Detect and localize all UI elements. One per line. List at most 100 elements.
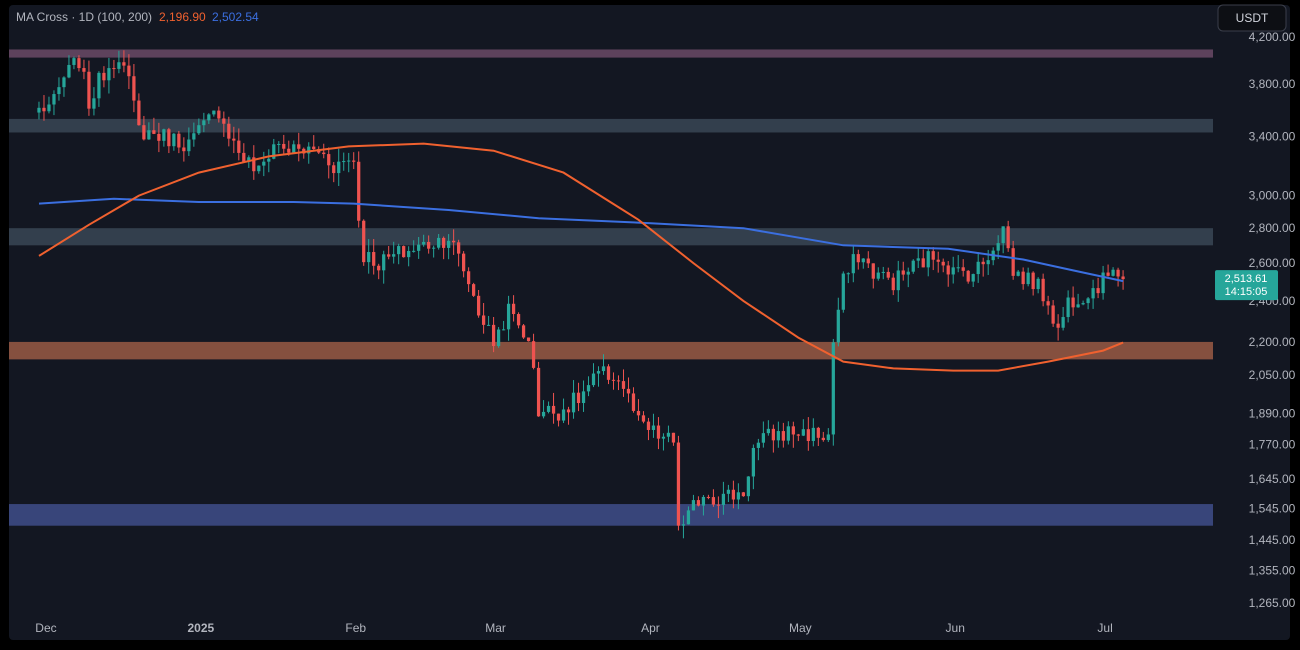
candle-body bbox=[112, 68, 116, 70]
candle-body bbox=[781, 431, 785, 441]
ma200-line bbox=[38, 197, 1124, 283]
y-tick-label: 2,800.00 bbox=[1249, 221, 1296, 235]
currency-button-box[interactable] bbox=[1217, 4, 1287, 32]
ma100-value: 2,196.90 bbox=[159, 10, 206, 24]
candle-body bbox=[1036, 278, 1040, 290]
candle-body bbox=[936, 259, 940, 262]
x-tick-label: Feb bbox=[345, 621, 366, 635]
candle-body bbox=[1086, 298, 1090, 304]
candle-body bbox=[856, 254, 860, 263]
candle-body bbox=[696, 500, 701, 506]
candle-body bbox=[706, 496, 711, 498]
candle-body bbox=[581, 391, 586, 404]
candles-layer bbox=[37, 50, 1125, 539]
candle-body bbox=[986, 260, 990, 265]
candle-body bbox=[377, 265, 381, 271]
candle-body bbox=[357, 161, 361, 221]
candle-body bbox=[821, 437, 825, 441]
candle-body bbox=[1106, 272, 1110, 276]
candle-body bbox=[511, 303, 516, 315]
candle-body bbox=[262, 161, 266, 166]
candle-body bbox=[701, 496, 706, 506]
candle-body bbox=[297, 144, 301, 149]
candle-body bbox=[806, 429, 810, 441]
ma100-line bbox=[38, 142, 1124, 372]
candle-body bbox=[996, 243, 1000, 251]
candle-body bbox=[891, 277, 895, 291]
y-tick-label: 3,400.00 bbox=[1249, 130, 1296, 144]
candle-body bbox=[886, 271, 890, 278]
zone-band-0 bbox=[9, 49, 1213, 58]
candle-body bbox=[62, 77, 66, 88]
candle-body bbox=[452, 240, 456, 243]
y-tick-label: 1,265.00 bbox=[1249, 596, 1296, 610]
candle-body bbox=[252, 157, 256, 172]
candle-body bbox=[287, 148, 291, 153]
candle-body bbox=[471, 284, 476, 296]
y-tick-label: 2,200.00 bbox=[1249, 335, 1296, 349]
candle-body bbox=[417, 244, 421, 251]
candle-body bbox=[966, 270, 970, 282]
candle-body bbox=[486, 324, 491, 326]
candle-body bbox=[531, 341, 536, 368]
candle-body bbox=[362, 220, 366, 263]
candle-body bbox=[676, 442, 681, 526]
candle-body bbox=[97, 72, 101, 99]
candle-body bbox=[746, 476, 751, 497]
candle-body bbox=[641, 415, 646, 422]
zone-band-4 bbox=[9, 504, 1213, 526]
candle-body bbox=[137, 100, 141, 126]
candle-body bbox=[342, 161, 346, 163]
candle-body bbox=[47, 104, 51, 112]
candle-body bbox=[761, 433, 765, 443]
candle-body bbox=[1021, 271, 1025, 285]
candle-body bbox=[956, 267, 960, 269]
candle-body bbox=[976, 261, 980, 275]
candle-body bbox=[82, 68, 86, 72]
candle-body bbox=[771, 428, 775, 441]
candle-body bbox=[122, 62, 126, 66]
candle-body bbox=[516, 314, 521, 326]
candle-body bbox=[576, 392, 581, 404]
candle-body bbox=[1041, 278, 1045, 302]
candle-body bbox=[866, 258, 870, 264]
x-tick-label: Apr bbox=[641, 621, 660, 635]
candle-body bbox=[242, 152, 246, 162]
candle-body bbox=[442, 237, 446, 248]
candle-body bbox=[102, 72, 106, 81]
candle-body bbox=[1091, 288, 1095, 299]
candle-body bbox=[971, 274, 975, 282]
candle-body bbox=[606, 366, 611, 380]
last-price-value: 2,513.61 bbox=[1225, 273, 1268, 285]
currency-label[interactable]: USDT bbox=[1236, 11, 1269, 25]
candle-body bbox=[686, 510, 691, 525]
candle-body bbox=[382, 254, 386, 271]
candle-body bbox=[282, 143, 286, 149]
candle-body bbox=[312, 146, 316, 150]
candle-body bbox=[272, 144, 276, 159]
candle-body bbox=[127, 65, 131, 77]
candle-body bbox=[1031, 272, 1035, 290]
candle-body bbox=[476, 295, 481, 316]
candle-body bbox=[1096, 288, 1100, 294]
zone-band-1 bbox=[9, 118, 1213, 133]
indicator-legend[interactable]: MA Cross · 1D (100, 200) 2,196.90 2,502.… bbox=[16, 10, 259, 24]
x-tick-label: May bbox=[789, 621, 812, 635]
candle-body bbox=[1051, 305, 1055, 324]
candle-body bbox=[1101, 272, 1105, 294]
candle-body bbox=[372, 252, 376, 266]
currency-button[interactable]: USDT bbox=[1217, 4, 1287, 32]
candle-body bbox=[491, 324, 496, 347]
candle-body bbox=[217, 110, 221, 119]
candle-body bbox=[177, 133, 181, 148]
candle-body bbox=[911, 260, 915, 272]
candle-body bbox=[1006, 226, 1010, 249]
candle-body bbox=[541, 411, 546, 417]
candle-body bbox=[42, 107, 46, 112]
candle-body bbox=[901, 270, 905, 275]
candle-body bbox=[551, 405, 556, 414]
candle-body bbox=[172, 133, 176, 147]
candle-body bbox=[951, 267, 955, 275]
candle-body bbox=[352, 160, 356, 162]
